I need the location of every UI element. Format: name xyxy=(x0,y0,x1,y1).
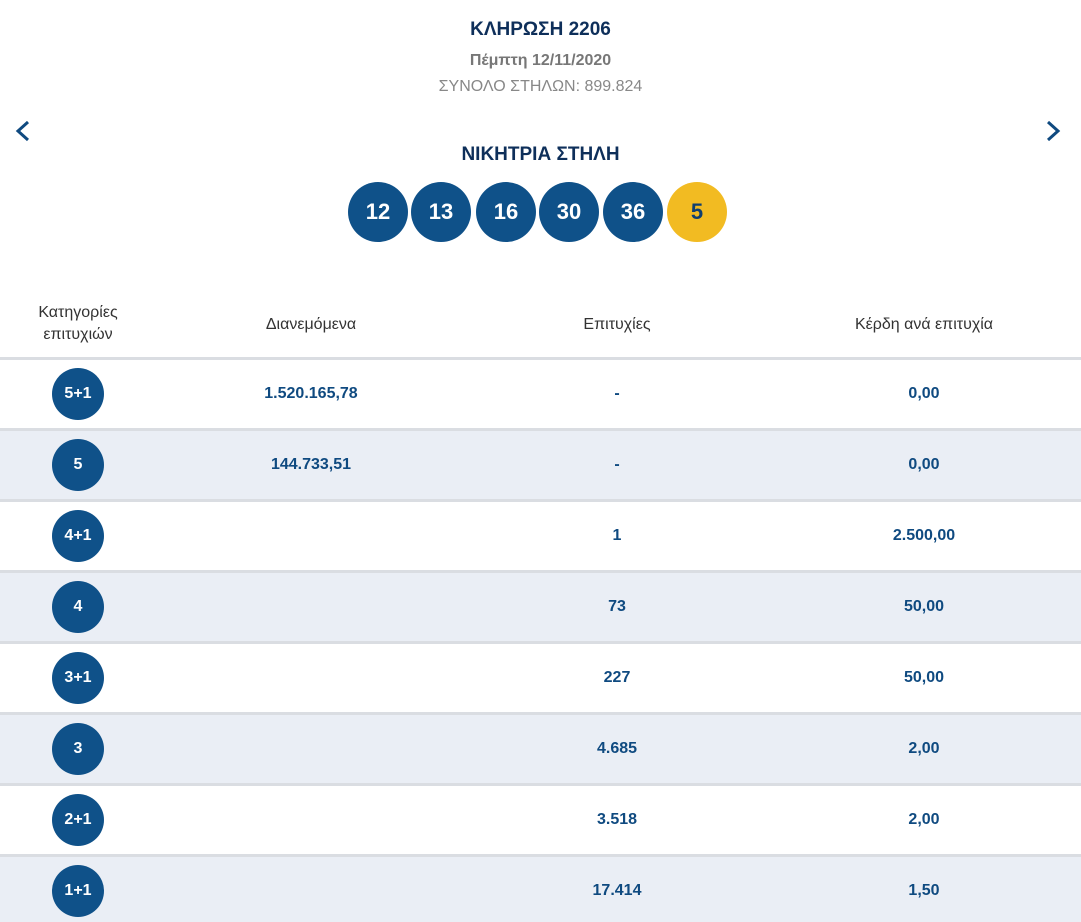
winning-ball: 36 xyxy=(603,182,663,242)
winners-count: 1 xyxy=(612,527,622,544)
winning-title: ΝΙΚΗΤΡΙΑ ΣΤΗΛΗ xyxy=(461,144,620,165)
distributed-amount: 1.520.165,78 xyxy=(264,385,358,402)
prize-amount: 2.500,00 xyxy=(892,527,956,544)
table-row: 3+1 227 50,00 xyxy=(0,641,1081,712)
table-row: 1+1 17.414 1,50 xyxy=(0,854,1081,922)
column-header: Κέρδη ανά επιτυχία xyxy=(854,316,994,333)
joker-ball: 5 xyxy=(667,182,727,242)
winners-count: 3.518 xyxy=(596,811,638,828)
total-columns: ΣΥΝΟΛΟ ΣΤΗΛΩΝ: 899.824 xyxy=(438,78,643,95)
table-row: 5+1 1.520.165,78 - 0,00 xyxy=(0,357,1081,428)
category-badge: 4 xyxy=(52,581,104,633)
table-row: 2+1 3.518 2,00 xyxy=(0,783,1081,854)
category-badge: 1+1 xyxy=(52,865,104,917)
table-row: 5 144.733,51 - 0,00 xyxy=(0,428,1081,499)
table-row: 4+1 1 2.500,00 xyxy=(0,499,1081,570)
table-row: 3 4.685 2,00 xyxy=(0,712,1081,783)
table-row: 4 73 50,00 xyxy=(0,570,1081,641)
prize-amount: 50,00 xyxy=(903,598,945,615)
winners-count: 73 xyxy=(608,598,626,615)
winners-count: 17.414 xyxy=(592,882,642,899)
column-header: Επιτυχίες xyxy=(583,316,651,333)
category-badge: 4+1 xyxy=(52,510,104,562)
winning-ball: 30 xyxy=(539,182,599,242)
winners-count: - xyxy=(614,385,620,402)
category-badge: 2+1 xyxy=(52,794,104,846)
category-badge: 3 xyxy=(52,723,104,775)
prize-amount: 50,00 xyxy=(903,669,945,686)
winners-count: 227 xyxy=(603,669,631,686)
winning-ball: 12 xyxy=(348,182,408,242)
column-header: Διανεμόμενα xyxy=(265,316,357,333)
prize-amount: 0,00 xyxy=(908,456,940,473)
winners-count: - xyxy=(614,456,620,473)
draw-date: Πέμπτη 12/11/2020 xyxy=(469,52,612,69)
column-header: Κατηγορίες επιτυχιών xyxy=(38,304,118,343)
prize-amount: 1,50 xyxy=(908,882,940,899)
category-badge: 3+1 xyxy=(52,652,104,704)
draw-title: ΚΛΗΡΩΣΗ 2206 xyxy=(470,19,611,40)
winners-count: 4.685 xyxy=(596,740,638,757)
winning-ball: 16 xyxy=(476,182,536,242)
prize-amount: 2,00 xyxy=(908,811,940,828)
winning-ball: 13 xyxy=(411,182,471,242)
category-badge: 5 xyxy=(52,439,104,491)
next-arrow[interactable] xyxy=(1038,116,1068,146)
prize-amount: 2,00 xyxy=(908,740,940,757)
category-badge: 5+1 xyxy=(52,368,104,420)
distributed-amount: 144.733,51 xyxy=(270,456,352,473)
prev-arrow[interactable] xyxy=(8,116,38,146)
prize-amount: 0,00 xyxy=(908,385,940,402)
